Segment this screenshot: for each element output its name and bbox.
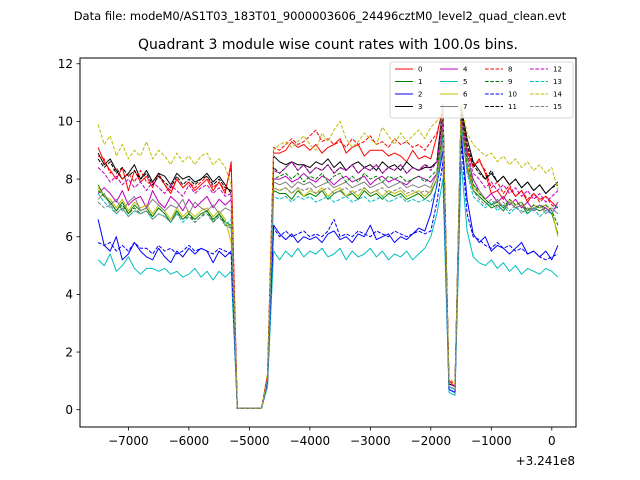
- legend-label-4: 4: [463, 66, 468, 74]
- x-tick-label: 0: [548, 434, 556, 448]
- x-tick-label: −3000: [350, 434, 391, 448]
- series-line-3: [97, 103, 559, 409]
- y-tick-label: 4: [65, 288, 73, 302]
- x-tick-label: −2000: [411, 434, 452, 448]
- series-line-9: [97, 120, 559, 409]
- suptitle: Data file: modeM0/AS1T03_183T01_90000036…: [74, 9, 567, 23]
- legend-label-15: 15: [553, 103, 562, 111]
- y-axis: 0 2 4 6 8 10 12: [58, 57, 80, 417]
- legend-label-11: 11: [508, 103, 517, 111]
- y-tick-label: 8: [65, 172, 73, 186]
- legend-label-12: 12: [553, 66, 562, 74]
- series-line-10: [97, 141, 559, 409]
- series-line-2: [97, 132, 559, 409]
- x-tick-label: −5000: [229, 434, 270, 448]
- x-tick-label: −7000: [108, 434, 149, 448]
- legend-label-14: 14: [553, 91, 562, 99]
- x-tick-label: −6000: [169, 434, 210, 448]
- legend-label-6: 6: [463, 91, 468, 99]
- y-tick-label: 10: [58, 115, 73, 129]
- legend-label-13: 13: [553, 78, 562, 86]
- legend-label-7: 7: [463, 103, 467, 111]
- legend-label-0: 0: [418, 66, 422, 74]
- plot-frame: [79, 57, 577, 428]
- chart-title: Quadrant 3 module wise count rates with …: [138, 37, 518, 53]
- y-tick-label: 2: [65, 345, 73, 359]
- legend-label-2: 2: [418, 91, 422, 99]
- legend-label-8: 8: [508, 66, 512, 74]
- series-line-15: [97, 126, 559, 409]
- series-line-5: [97, 161, 559, 409]
- x-axis: −7000 −6000 −5000 −4000 −3000 −2000 −1000 0: [108, 427, 556, 448]
- series-line-1: [97, 120, 559, 409]
- legend-label-1: 1: [418, 78, 422, 86]
- series-line-8: [97, 109, 559, 409]
- series-layer: [97, 103, 559, 409]
- legend-label-9: 9: [508, 78, 512, 86]
- series-line-12: [97, 118, 559, 409]
- y-tick-label: 0: [65, 403, 73, 417]
- y-tick-label: 12: [58, 57, 73, 71]
- legend-box: [389, 61, 574, 119]
- x-tick-label: −4000: [290, 434, 331, 448]
- series-line-14: [97, 103, 559, 409]
- legend-label-3: 3: [418, 103, 422, 111]
- legend-label-5: 5: [463, 78, 467, 86]
- y-tick-label: 6: [65, 230, 73, 244]
- x-tick-label: −1000: [471, 434, 512, 448]
- x-offset-text: +3.241e8: [516, 454, 575, 468]
- legend-label-10: 10: [508, 91, 517, 99]
